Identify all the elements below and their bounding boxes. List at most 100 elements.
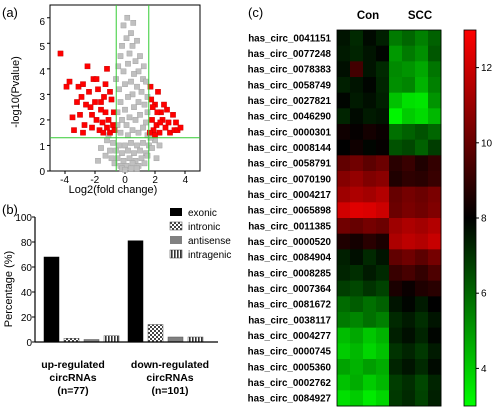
- volcano-point-significant-11: [86, 89, 92, 95]
- heatmap-cell-has_circ_0084904-col-3: [363, 249, 377, 266]
- volcano-point-not-significant-44: [104, 137, 110, 144]
- volcano-point-not-significant-19: [116, 86, 122, 93]
- heatmap-cell-has_circ_0081672-col-5: [389, 296, 403, 313]
- volcano-x-tick-4: 4: [183, 175, 189, 186]
- heatmap-cell-has_circ_0007364-col-6: [402, 280, 416, 297]
- heatmap-cell-has_circ_0078383-col-4: [376, 61, 390, 78]
- volcano-point-not-significant-4: [129, 43, 136, 49]
- volcano-point-not-significant-7: [132, 58, 139, 64]
- volcano-point-not-significant-78: [134, 165, 140, 172]
- heatmap-cell-has_circ_0005360-col-4: [376, 359, 390, 376]
- heatmap-cell-has_circ_0084927-col-4: [376, 390, 390, 407]
- heatmap-cell-has_circ_0002762-col-5: [389, 374, 403, 391]
- heatmap-cell-has_circ_0011385-col-2: [350, 218, 364, 235]
- heatmap-cell-has_circ_0005360-col-8: [428, 359, 442, 376]
- volcano-point-significant-6: [77, 112, 83, 118]
- legend-swatch-exonic: [170, 208, 182, 216]
- heatmap-cell-has_circ_0070190-col-5: [389, 171, 403, 188]
- heatmap-cell-has_circ_0000520-col-2: [350, 233, 364, 250]
- heatmap-cell-has_circ_0078383-col-5: [389, 61, 403, 78]
- heatmap-cell-has_circ_0084927-col-7: [415, 390, 429, 407]
- volcano-point-not-significant-84: [156, 142, 163, 149]
- heatmap-cell-has_circ_0078383-col-2: [350, 61, 364, 78]
- legend-swatch-intronic: [169, 221, 183, 231]
- volcano-point-significant-38: [80, 129, 86, 136]
- volcano-point-significant-33: [110, 109, 117, 116]
- bar-category-1-line-1: up-regulated: [41, 359, 105, 371]
- heatmap-cell-has_circ_0058791-col-7: [415, 155, 429, 172]
- volcano-x-tick-neg4: -4: [60, 175, 69, 186]
- volcano-point-not-significant-48: [128, 140, 134, 146]
- heatmap-cell-has_circ_0081672-col-7: [415, 296, 429, 313]
- volcano-point-significant-45: [155, 89, 161, 95]
- volcano-point-significant-27: [110, 122, 116, 128]
- volcano-point-significant-41: [149, 117, 155, 123]
- heatmap-cell-has_circ_0005360-col-3: [363, 359, 377, 376]
- legend-swatch-antisense: [170, 236, 182, 244]
- volcano-point-significant-30: [93, 76, 100, 82]
- volcano-point-not-significant-24: [135, 99, 142, 105]
- heatmap-cell-has_circ_0065898-col-7: [415, 202, 429, 219]
- volcano-point-not-significant-73: [129, 160, 136, 167]
- heatmap-cell-has_circ_0081672-col-2: [350, 296, 364, 313]
- heatmap-cell-has_circ_0058791-col-5: [389, 155, 403, 172]
- volcano-point-not-significant-29: [144, 109, 151, 116]
- heatmap-cell-has_circ_0008285-col-3: [363, 265, 377, 282]
- heatmap-cell-has_circ_0070190-col-4: [376, 171, 390, 188]
- volcano-x-axis-label: Log2(fold change): [69, 184, 158, 196]
- volcano-point-not-significant-39: [129, 127, 136, 133]
- volcano-point-not-significant-0: [120, 22, 127, 29]
- colorbar-tick-label-8: 8: [481, 214, 487, 225]
- volcano-point-significant-10: [84, 63, 91, 70]
- heatmap-cell-has_circ_0004217-col-2: [350, 186, 364, 203]
- volcano-point-significant-37: [107, 89, 113, 95]
- heatmap-cell-has_circ_0078383-col-6: [402, 61, 416, 78]
- heatmap-cell-has_circ_0000520-col-3: [363, 233, 377, 250]
- heatmap-cell-has_circ_0041151-col-2: [350, 30, 364, 47]
- volcano-point-not-significant-1: [128, 30, 134, 36]
- heatmap-row-label-has_circ_0081672: has_circ_0081672: [248, 300, 332, 311]
- colorbar-gradient: [463, 29, 477, 407]
- volcano-point-significant-24: [105, 117, 112, 123]
- colorbar-ticks: 4 6 8 10 12: [476, 63, 493, 375]
- volcano-y-axis-label: -log10(Pvalue): [10, 56, 22, 128]
- panel-label-b: (b): [2, 202, 18, 217]
- volcano-point-significant-39: [104, 66, 110, 72]
- volcano-point-not-significant-79: [122, 166, 128, 173]
- heatmap-row-label-has_circ_0008144: has_circ_0008144: [248, 143, 332, 154]
- heatmap-cell-has_circ_0058791-col-6: [402, 155, 416, 172]
- heatmap-row-label-has_circ_0000745: has_circ_0000745: [248, 347, 332, 358]
- bar-y-tick-40: 40: [21, 288, 33, 299]
- volcano-point-not-significant-25: [117, 99, 124, 105]
- volcano-point-not-significant-17: [122, 81, 128, 87]
- volcano-point-not-significant-63: [108, 155, 115, 162]
- bar-antisense-group-2: [167, 336, 184, 343]
- heatmap-cell-has_circ_0058749-col-5: [389, 77, 403, 94]
- volcano-point-significant-9: [81, 122, 88, 128]
- heatmap-cell-has_circ_0084927-col-1: [337, 390, 351, 407]
- heatmap-cell-has_circ_0004217-col-1: [337, 186, 351, 203]
- volcano-point-significant-8: [80, 81, 86, 87]
- heatmap-cell-has_circ_0027821-col-6: [402, 92, 416, 109]
- volcano-point-significant-20: [99, 119, 106, 126]
- volcano-point-not-significant-9: [137, 53, 143, 59]
- volcano-point-not-significant-47: [122, 142, 128, 149]
- heatmap-cell-has_circ_0084904-col-7: [415, 249, 429, 266]
- heatmap-cell-has_circ_0008144-col-6: [402, 139, 416, 156]
- heatmap-cell-has_circ_0008144-col-4: [376, 139, 390, 156]
- heatmap-cell-has_circ_0004217-col-7: [415, 186, 429, 203]
- heatmap-cell-has_circ_0058749-col-3: [363, 77, 377, 94]
- heatmap-cell-has_circ_0046290-col-7: [415, 108, 429, 125]
- heatmap-cell-has_circ_0004277-col-1: [337, 327, 351, 344]
- heatmap-cell-has_circ_0000301-col-8: [428, 124, 442, 141]
- heatmap-row-label-has_circ_0008285: has_circ_0008285: [248, 268, 332, 279]
- panel-c-heatmap: (c) Con SCC has_circ_0041151 has_circ_007…: [248, 5, 493, 407]
- heatmap-cell-has_circ_0007364-col-5: [389, 280, 403, 297]
- volcano-point-significant-4: [74, 99, 80, 105]
- volcano-point-significant-62: [152, 132, 158, 139]
- heatmap-cell-has_circ_0058749-col-7: [415, 77, 429, 94]
- heatmap-cell-has_circ_0070190-col-8: [428, 171, 442, 188]
- heatmap-cell-has_circ_0038117-col-3: [363, 312, 377, 329]
- volcano-y-tick-1: 1: [39, 142, 45, 153]
